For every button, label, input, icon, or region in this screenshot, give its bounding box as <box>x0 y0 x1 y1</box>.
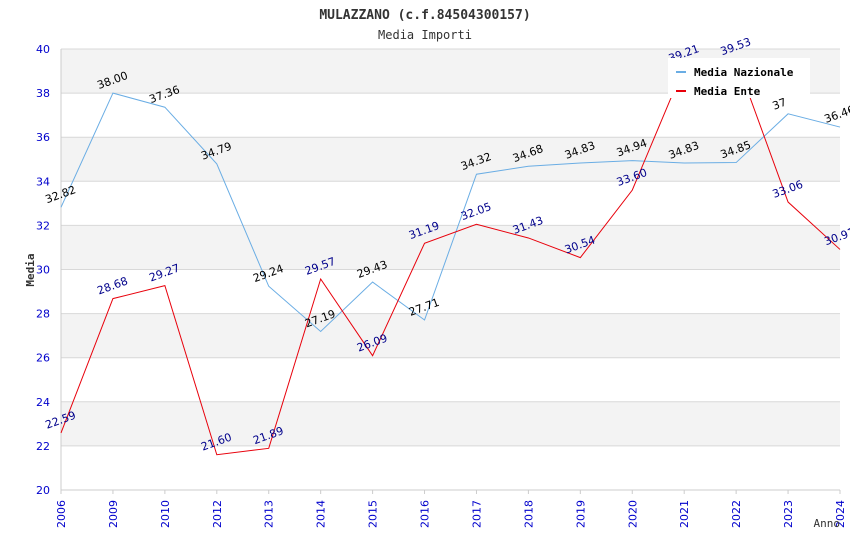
y-tick-label: 24 <box>36 396 50 409</box>
legend-entry: Media Ente <box>694 85 761 98</box>
y-tick-label: 40 <box>36 43 50 56</box>
plot-band <box>61 313 840 358</box>
x-tick-label: 2010 <box>159 500 172 528</box>
x-tick-label: 2020 <box>626 500 639 528</box>
plot-band <box>61 445 840 490</box>
plot-band <box>61 269 840 314</box>
x-tick-label: 2019 <box>574 500 587 528</box>
series-line-media-nazionale <box>60 92 841 333</box>
legend: Media Nazionale Media Ente <box>668 58 810 98</box>
x-tick-label: 2016 <box>419 500 432 528</box>
x-tick-label: 2017 <box>470 500 483 528</box>
x-tick-label: 2024 <box>834 500 847 528</box>
plot-band <box>61 181 840 226</box>
x-axis-ticks: 2006 2009 2010 2012 2013 2014 2015 2016 2017 2018… <box>55 490 847 528</box>
data-label: 37 <box>771 96 789 113</box>
y-tick-label: 28 <box>36 308 50 321</box>
x-tick-label: 2013 <box>263 500 276 528</box>
y-axis-label: Media <box>24 253 37 286</box>
chart-subtitle: Media Importi <box>378 28 472 42</box>
x-tick-label: 2012 <box>211 500 224 528</box>
y-axis-ticks: 20 22 24 26 28 30 32 34 36 38 40 <box>36 43 50 497</box>
x-tick-label: 2014 <box>315 500 328 528</box>
plot-background-bands <box>61 49 840 490</box>
x-tick-label: 2021 <box>678 500 691 528</box>
legend-box <box>668 58 810 98</box>
y-tick-label: 30 <box>36 264 50 277</box>
x-tick-label: 2009 <box>107 500 120 528</box>
x-tick-label: 2015 <box>367 500 380 528</box>
plot-band <box>61 93 840 138</box>
y-tick-label: 26 <box>36 352 50 365</box>
x-tick-label: 2023 <box>782 500 795 528</box>
plot-band <box>61 137 840 182</box>
y-tick-label: 38 <box>36 87 50 100</box>
chart-title: MULAZZANO (c.f.84504300157) <box>319 8 530 23</box>
y-tick-label: 36 <box>36 131 50 144</box>
y-tick-label: 32 <box>36 219 50 232</box>
plot-band <box>61 357 840 402</box>
x-axis-label: Anno <box>814 517 841 530</box>
y-tick-label: 22 <box>36 440 50 453</box>
x-tick-label: 2022 <box>730 500 743 528</box>
y-tick-label: 20 <box>36 484 50 497</box>
legend-entry: Media Nazionale <box>694 66 794 79</box>
x-tick-label: 2006 <box>55 500 68 528</box>
x-tick-label: 2018 <box>522 500 535 528</box>
plot-band <box>61 401 840 446</box>
y-tick-label: 34 <box>36 175 50 188</box>
